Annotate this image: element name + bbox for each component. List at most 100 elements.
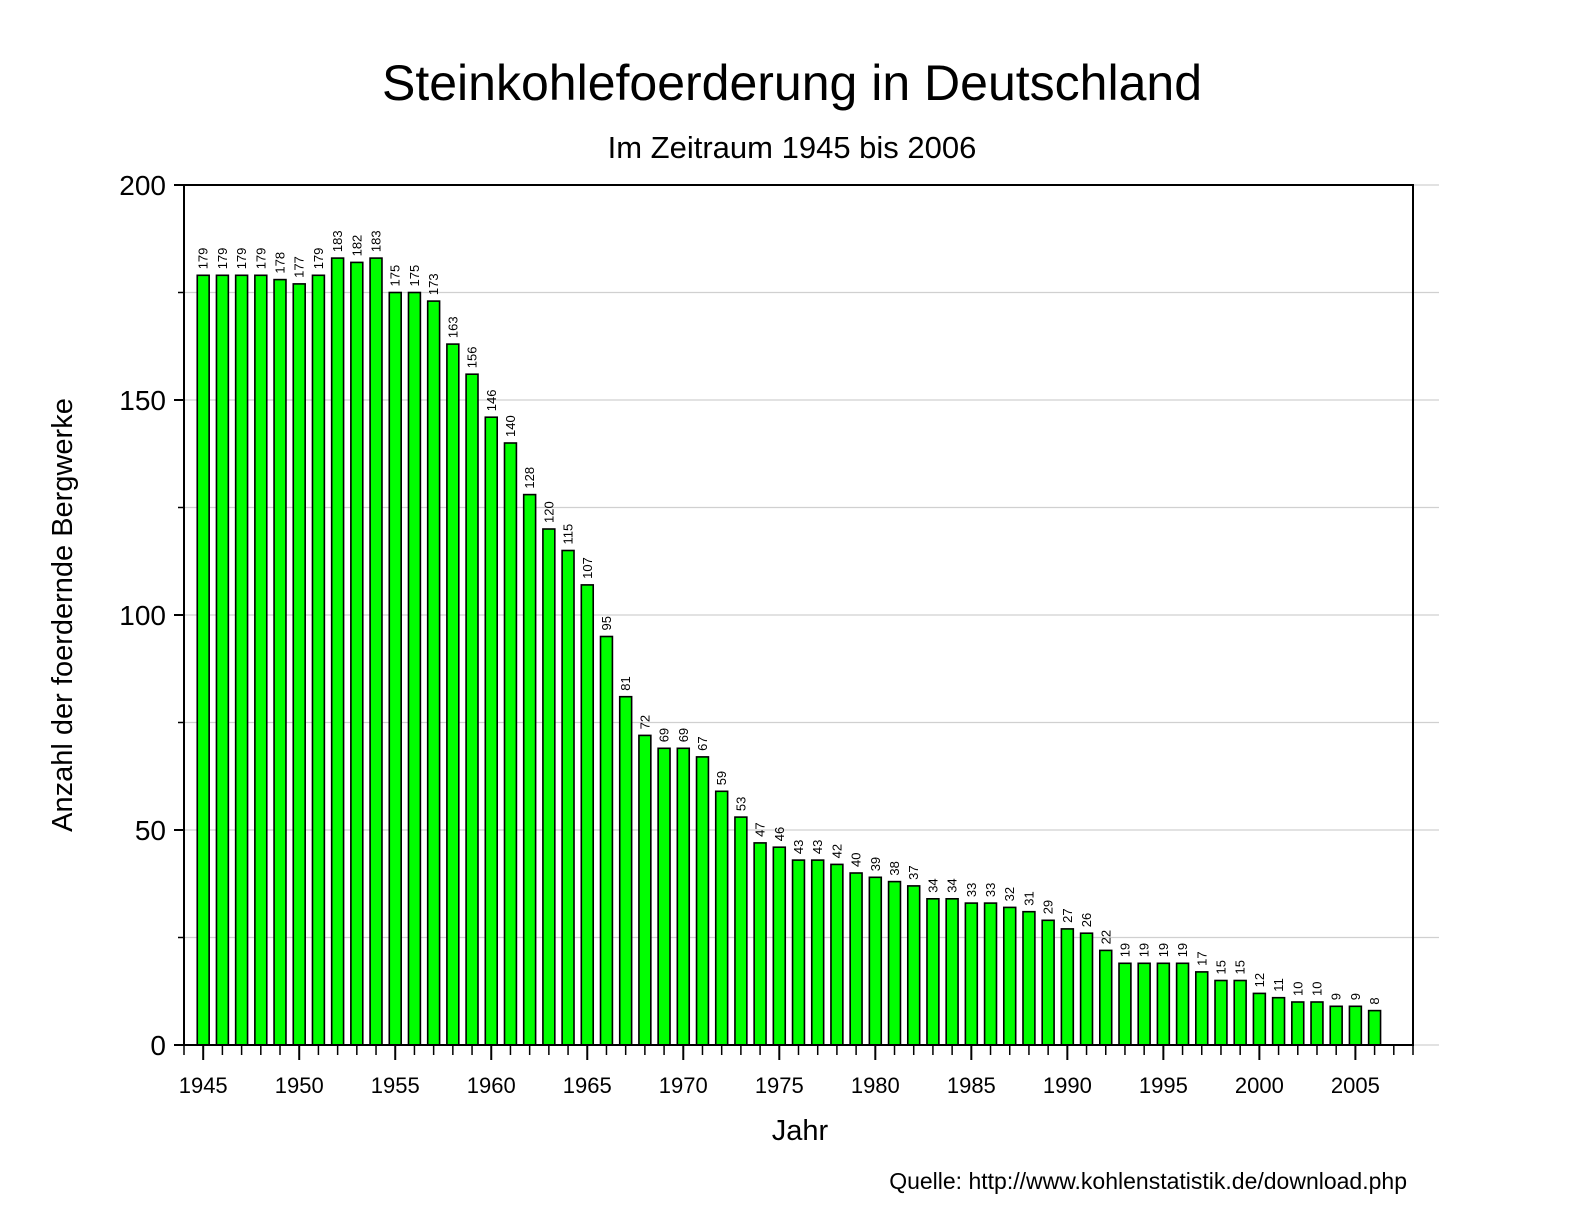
x-tick-label: 2005 (1331, 1073, 1380, 1098)
bar-value-label: 17 (1194, 951, 1209, 965)
bar-value-label: 26 (1079, 913, 1094, 927)
y-tick-label: 150 (119, 385, 166, 416)
bar-value-label: 39 (868, 857, 883, 871)
bar (369, 257, 383, 1046)
bars (196, 257, 1382, 1046)
bar-value-label: 32 (1002, 887, 1017, 901)
x-tick-label: 1960 (467, 1073, 516, 1098)
bar-value-label: 12 (1252, 973, 1267, 987)
bar (254, 274, 268, 1046)
bar-value-label: 10 (1309, 982, 1324, 996)
bar (849, 872, 863, 1046)
bar (234, 274, 249, 1046)
bar-value-label: 29 (1041, 900, 1056, 914)
bar-value-label: 34 (945, 878, 960, 892)
bar (1367, 1009, 1382, 1046)
bar (292, 283, 306, 1046)
bar (330, 257, 345, 1046)
bar (196, 274, 210, 1046)
bar-value-label: 19 (1117, 943, 1132, 957)
bar (753, 842, 767, 1046)
bar (542, 528, 556, 1046)
bar-value-label: 59 (714, 771, 729, 785)
x-tick-label: 1970 (659, 1073, 708, 1098)
bar-value-label: 115 (561, 524, 576, 545)
bar (484, 416, 499, 1046)
bar-value-label: 179 (215, 248, 230, 270)
bar (522, 493, 537, 1046)
bar-value-label: 47 (753, 822, 768, 836)
bar (1079, 932, 1094, 1046)
bar-value-label: 9 (1329, 993, 1344, 1000)
y-tick-label: 50 (135, 815, 166, 846)
chart-subtitle: Im Zeitraum 1945 bis 2006 (608, 130, 977, 165)
bar-value-label: 128 (522, 467, 537, 489)
bar (350, 261, 364, 1046)
x-tick-label: 1950 (275, 1073, 324, 1098)
x-tick-label: 1945 (179, 1073, 228, 1098)
bar (618, 695, 633, 1046)
bar-value-label: 34 (925, 878, 940, 892)
bar (1175, 962, 1190, 1046)
bar (1329, 1005, 1343, 1046)
bar-value-label: 120 (541, 501, 556, 523)
bar (734, 816, 748, 1046)
bar-value-label: 19 (1137, 943, 1152, 957)
bar-value-label: 38 (887, 861, 902, 875)
bar (561, 549, 575, 1046)
bar (676, 747, 691, 1046)
bar-value-label: 173 (426, 273, 441, 295)
bar (1060, 928, 1075, 1046)
bar (926, 897, 940, 1046)
bar (465, 373, 479, 1046)
bar (714, 790, 729, 1046)
bar-value-label: 177 (292, 256, 307, 278)
bar (830, 863, 844, 1046)
bar (1022, 910, 1036, 1046)
bar-value-label: 8 (1367, 997, 1382, 1004)
bar (1214, 979, 1228, 1046)
bar-value-label: 9 (1348, 993, 1363, 1000)
y-axis-ticks: 0 50 100 150 200 (119, 170, 184, 1061)
bar-value-label: 27 (1060, 908, 1075, 922)
source-note: Quelle: http://www.kohlenstatistik.de/do… (889, 1168, 1407, 1194)
bar (1002, 906, 1017, 1046)
bar (638, 734, 652, 1046)
bar (810, 859, 825, 1046)
y-tick-label: 0 (150, 1030, 166, 1061)
bar-value-label: 31 (1021, 891, 1036, 905)
bar (887, 880, 902, 1046)
bar-value-label: 81 (618, 676, 633, 690)
bar (1195, 971, 1209, 1046)
bar (311, 274, 326, 1046)
bar (868, 876, 883, 1046)
bar (1348, 1005, 1363, 1046)
bar (1041, 919, 1055, 1046)
y-tick-label: 100 (119, 600, 166, 631)
bar-value-label: 22 (1098, 930, 1113, 944)
bar-value-label: 179 (196, 248, 211, 270)
bar-value-label: 72 (637, 715, 652, 729)
bar-value-label: 67 (695, 736, 710, 750)
bar (906, 885, 921, 1046)
x-tick-label: 1995 (1139, 1073, 1188, 1098)
bar (407, 291, 422, 1046)
x-tick-label: 2000 (1235, 1073, 1284, 1098)
bar-value-label: 179 (234, 248, 249, 270)
bar-value-label: 183 (369, 230, 384, 252)
bar (1271, 996, 1286, 1046)
bar-value-label: 69 (676, 728, 691, 742)
bar-value-label: 46 (772, 827, 787, 841)
bar-value-label: 178 (273, 252, 288, 274)
bar-value-label: 15 (1213, 960, 1228, 974)
x-axis-ticks: 1945 1950 1955 1960 1965 1970 1975 1980 1985 1990… (179, 1045, 1414, 1098)
y-tick-label: 200 (119, 170, 166, 201)
bar-value-label: 40 (849, 853, 864, 867)
bar (772, 846, 787, 1046)
bar-value-label: 146 (484, 389, 499, 411)
bar (1098, 949, 1113, 1046)
bar-value-label: 179 (253, 248, 268, 270)
bar (1156, 962, 1171, 1046)
bar-value-label: 163 (445, 316, 460, 338)
